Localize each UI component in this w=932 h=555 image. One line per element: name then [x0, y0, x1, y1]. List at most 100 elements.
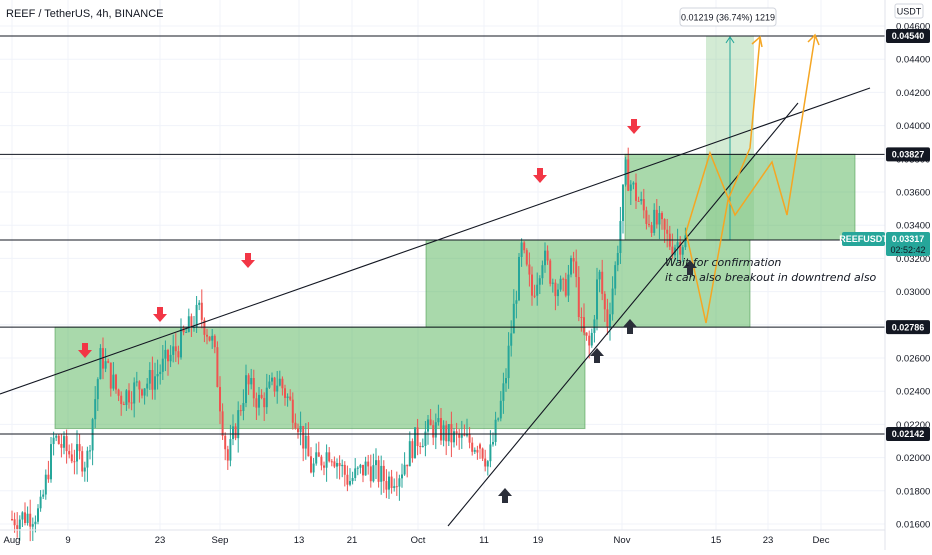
candle-body [577, 277, 580, 318]
candle-body [73, 461, 76, 463]
candle-body [440, 418, 442, 441]
candle-body [546, 250, 549, 261]
candle-body [635, 182, 637, 201]
candle-body [619, 221, 622, 253]
candle-body [11, 519, 13, 521]
candle-body [39, 496, 42, 509]
candle-body [609, 314, 611, 327]
candle-body [330, 461, 333, 463]
symbol-badge-label: REEFUSDT [839, 234, 888, 244]
candle-body [567, 274, 570, 296]
candle-body [544, 250, 546, 266]
candle-body [468, 433, 471, 443]
candle-body [538, 278, 541, 285]
candle-body [471, 442, 474, 452]
projection-path-a[interactable] [685, 37, 761, 324]
candle-body [304, 435, 307, 449]
candle-body [31, 524, 34, 527]
candle-body [499, 400, 502, 419]
price-tick-label: 0.01600 [896, 520, 930, 531]
projection-path-b[interactable] [685, 35, 816, 233]
candle-body [195, 304, 198, 328]
candle-body [380, 465, 383, 482]
candle-body [388, 476, 390, 490]
candle-body [247, 375, 250, 385]
candle-body [367, 461, 370, 467]
candle-body [648, 223, 650, 226]
candle-body [263, 397, 266, 408]
demand-zone[interactable] [425, 239, 751, 328]
candle-body [492, 442, 494, 445]
candle-body [198, 302, 201, 305]
candle-body [141, 389, 143, 396]
current-price-box[interactable] [886, 231, 930, 256]
candle-body [297, 428, 299, 433]
currency-label: USDT [897, 7, 922, 17]
candle-body [445, 425, 448, 442]
time-tick-label: 15 [711, 535, 722, 546]
price-tick-label: 0.02400 [896, 387, 930, 398]
demand-zone[interactable] [624, 153, 856, 241]
symbol-badge[interactable] [842, 231, 885, 246]
level-price-label: 0.04540 [892, 31, 925, 41]
candle-body [505, 378, 507, 384]
candle-body [70, 454, 73, 462]
candle-body [130, 402, 133, 404]
candle-body [450, 424, 453, 443]
candle-body [510, 333, 513, 346]
candle-body [661, 213, 663, 220]
candle-body [606, 309, 609, 327]
candle-body [476, 449, 479, 453]
candle-body [447, 424, 450, 442]
currency-badge[interactable] [894, 3, 924, 19]
measure-label: 0.01219 (36.74%) 1219 [681, 13, 775, 23]
candle-body [294, 422, 297, 429]
candle-body [172, 346, 175, 355]
candle-body [442, 425, 445, 441]
candle-body [554, 282, 557, 297]
arrow-down-icon [241, 253, 255, 268]
candle-body [562, 278, 565, 280]
candle-body [494, 419, 497, 443]
level-price-label: 0.02786 [892, 322, 925, 332]
candle-body [89, 450, 91, 452]
candle-body [42, 494, 45, 497]
candle-body [528, 264, 531, 275]
candle-body [362, 464, 364, 476]
candle-body [63, 436, 65, 448]
price-tick-label: 0.03400 [896, 221, 930, 232]
candle-body [551, 282, 554, 284]
candle-body [211, 335, 214, 341]
candle-body [104, 361, 107, 369]
candle-body [502, 383, 505, 401]
candle-body [135, 381, 138, 383]
candle-body [622, 184, 624, 222]
candle-body [315, 452, 318, 464]
upper-trendline[interactable] [0, 87, 871, 395]
measure-label-box [679, 7, 777, 27]
candle-body [151, 370, 154, 390]
candle-body [284, 388, 286, 398]
candle-body [109, 362, 112, 389]
candle-body [640, 199, 643, 202]
candle-body [180, 328, 182, 358]
price-tick-label: 0.04200 [896, 88, 930, 99]
candle-body [281, 378, 284, 389]
candle-body [47, 474, 50, 480]
candle-body [213, 335, 216, 348]
candle-body [676, 242, 679, 248]
candle-body [91, 419, 94, 451]
candle-body [44, 474, 47, 495]
time-tick-label: 19 [533, 535, 544, 546]
candle-body [333, 461, 336, 467]
price-axis[interactable] [885, 0, 932, 550]
price-tick-label: 0.04400 [896, 55, 930, 66]
candle-body [177, 351, 180, 358]
price-tick-label: 0.02200 [896, 420, 930, 431]
candle-body [401, 474, 403, 479]
candle-body [377, 460, 380, 482]
candle-body [585, 332, 588, 336]
current-price-label: 0.03317 [892, 234, 925, 244]
